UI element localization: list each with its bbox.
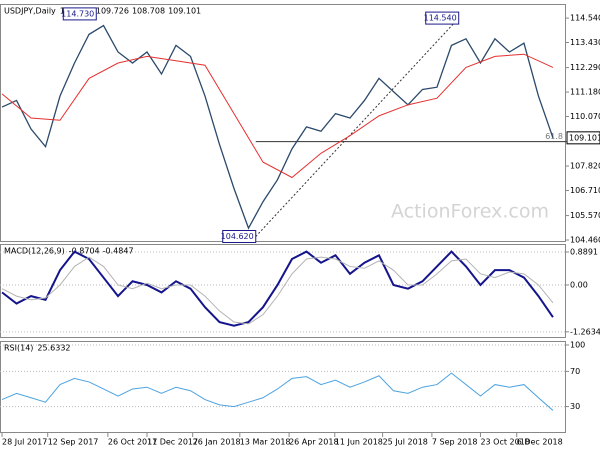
panel-frame — [0, 341, 566, 433]
y-tick-label: 0.8891 — [570, 248, 598, 257]
x-tick-label: 6 Dec 2018 — [517, 438, 563, 447]
price-label-box — [425, 11, 460, 25]
panel-reading: -0.4847 — [103, 247, 134, 256]
y-tick-label: 112.290 — [570, 63, 600, 72]
panel-title: RSI(14) — [4, 344, 33, 353]
current-price: 109.101 — [569, 133, 600, 142]
y-tick-label: -1.2634 — [570, 327, 600, 336]
series-line — [1, 250, 554, 327]
x-tick-label: 13 Mar 2018 — [240, 438, 291, 447]
panel-reading: 25.6332 — [37, 344, 70, 353]
y-tick-label: 100 — [570, 340, 585, 349]
x-tick-label: 23 Oct 2018 — [480, 438, 529, 447]
series-line — [1, 24, 554, 230]
y-tick-label: 110.070 — [570, 112, 600, 121]
panel-title: MACD(12,26,9) — [4, 247, 65, 256]
price-label-box — [62, 7, 97, 21]
y-tick-label: 105.570 — [570, 211, 600, 220]
y-tick-label: 111.180 — [570, 88, 600, 97]
panel-title: USDJPY,Daily — [4, 7, 56, 16]
y-tick-label: 107.820 — [570, 162, 600, 171]
trendline — [255, 17, 460, 237]
x-tick-label: 11 Dec 2017 — [147, 438, 198, 447]
y-tick-label: 113.430 — [570, 38, 600, 47]
panel-frame — [0, 244, 566, 338]
series-line — [1, 53, 554, 179]
fib-label: 61.8 — [545, 132, 563, 141]
x-tick-label: 12 Sep 2017 — [48, 438, 99, 447]
panel-reading: 108.708 — [132, 7, 165, 16]
y-tick-label: 70 — [570, 367, 580, 376]
y-tick-label: 30 — [570, 402, 580, 411]
y-tick-label: 0.00 — [570, 280, 588, 289]
price-label: 114.540 — [424, 14, 457, 23]
price-label-box — [222, 229, 257, 243]
x-tick-label: 26 Oct 2017 — [108, 438, 157, 447]
x-tick-label: 26 Apr 2018 — [289, 438, 338, 447]
series-line — [1, 256, 554, 325]
y-tick-label: 106.710 — [570, 186, 600, 195]
panel-reading: 109.101 — [168, 7, 201, 16]
y-tick-label: 104.460 — [570, 236, 600, 245]
x-tick-label: 28 Jul 2017 — [2, 438, 47, 447]
series-line — [1, 372, 554, 411]
watermark: ActionForex.com — [391, 201, 549, 223]
current-price-box — [566, 131, 600, 145]
x-tick-label: 7 Sep 2018 — [432, 438, 478, 447]
price-label: 114.730 — [61, 9, 94, 18]
x-tick-label: 11 Jun 2018 — [335, 438, 383, 447]
panel-reading: -0.8704 — [69, 247, 100, 256]
price-label: 104.620 — [221, 232, 254, 241]
panel-reading: 109.726 — [96, 7, 129, 16]
x-tick-label: 26 Jan 2018 — [193, 438, 241, 447]
panel-frame — [0, 4, 566, 242]
x-tick-label: 25 Jul 2018 — [383, 438, 428, 447]
y-tick-label: 114.540 — [570, 14, 600, 23]
